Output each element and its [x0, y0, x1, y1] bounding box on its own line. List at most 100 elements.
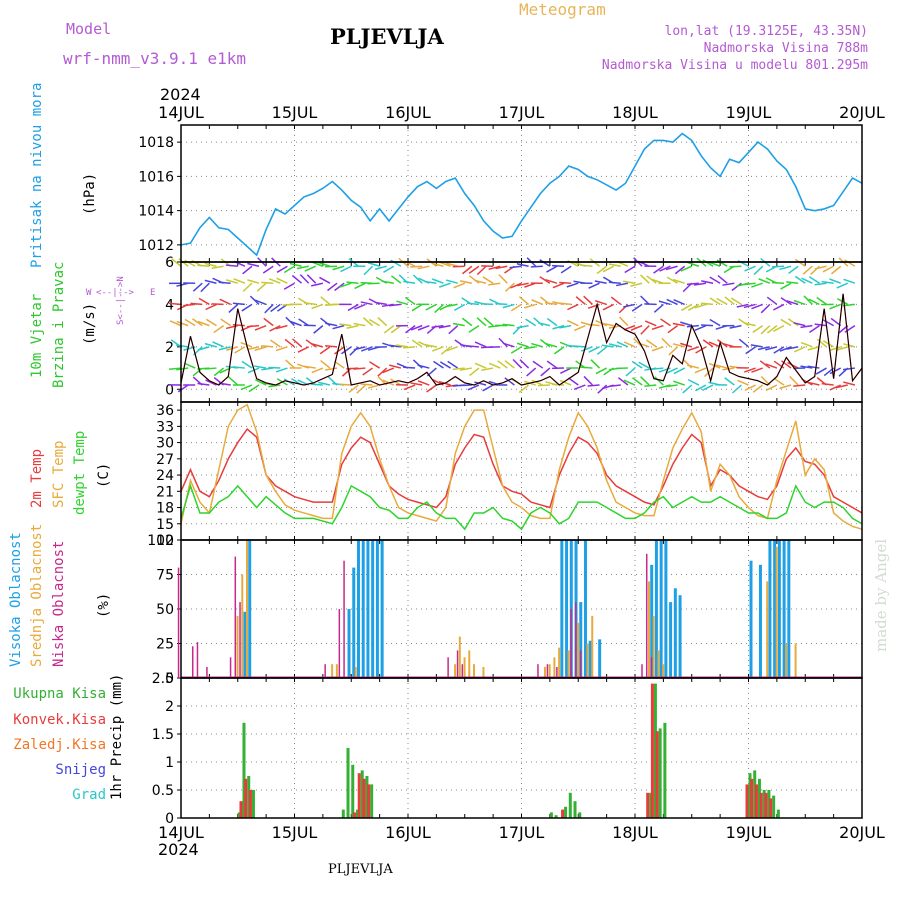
wind-arrow	[615, 282, 629, 287]
wind-arrow	[794, 275, 806, 284]
wind-arrow	[590, 359, 601, 369]
wind-arrow	[687, 364, 700, 369]
wind-arrow	[525, 318, 537, 327]
precip-conv-bar	[764, 792, 768, 818]
wind-arrow	[523, 303, 536, 309]
wind-arrow	[204, 279, 217, 284]
panel-4-frame	[180, 677, 863, 819]
wind-arrow	[738, 318, 749, 327]
wind-arrow	[630, 282, 643, 287]
wind-arrow	[289, 262, 302, 267]
wind-arrow	[580, 346, 593, 352]
wind-arrow	[341, 346, 352, 355]
cloud-low-bar	[650, 657, 653, 678]
wind-arrow	[545, 342, 558, 348]
wind-arrow	[369, 361, 381, 369]
wind-arrow	[651, 324, 664, 331]
wind-arrow	[232, 323, 245, 327]
wind-arrow	[773, 346, 785, 354]
wind-arrow	[212, 341, 224, 348]
cloud-high-bar	[673, 588, 677, 678]
wind-arrow	[780, 282, 792, 290]
wind-arrow	[168, 367, 182, 370]
wind-arrow	[304, 265, 317, 272]
wind-arrow	[488, 362, 501, 369]
wind-arrow	[262, 265, 274, 274]
cloud-high-bar	[782, 540, 786, 678]
wind-arrow	[737, 379, 749, 386]
wind-arrow	[595, 367, 607, 375]
wind-arrow	[320, 359, 331, 369]
wind-arrow	[651, 367, 664, 371]
cloud-mid-bar	[766, 581, 769, 678]
cloud-low-bar	[239, 602, 241, 678]
wind-arrow	[177, 384, 189, 393]
wind-arrow	[744, 367, 756, 373]
y-tick-label: 1018	[138, 135, 174, 151]
wind-arrow	[325, 322, 338, 327]
wind-arrow	[560, 265, 572, 274]
wind-arrow	[284, 338, 295, 348]
y-tick-label: 27	[156, 452, 174, 468]
wind-arrow	[505, 282, 515, 292]
wind-arrow	[483, 317, 494, 327]
precip-total-bar	[549, 812, 553, 818]
wind-arrow	[658, 300, 671, 306]
precip-conv-bar	[769, 798, 773, 818]
wind-arrow	[381, 280, 394, 284]
cloud-low-bar	[645, 553, 648, 678]
y-tick-label: 6	[165, 255, 174, 271]
wind-arrow	[829, 367, 842, 375]
wind-arrow	[816, 338, 828, 348]
wind-arrow	[363, 265, 374, 276]
wind-arrow	[396, 344, 409, 348]
wind-arrow	[559, 281, 572, 284]
model-label: Model	[66, 20, 112, 38]
wind-arrow	[750, 344, 763, 348]
cloud-low-bar	[324, 664, 326, 678]
wind-arrow	[346, 324, 359, 329]
wind-arrow	[325, 265, 338, 268]
wind-arrow	[546, 360, 558, 369]
wind-arrow	[596, 265, 608, 275]
wind-arrow	[516, 263, 529, 267]
precip-total-bar	[776, 809, 780, 818]
wind-arrow	[303, 365, 316, 369]
precip-total-bar	[242, 722, 246, 818]
wind-arrow	[673, 380, 685, 386]
wind-arrow	[730, 297, 742, 306]
wind-arrow	[498, 274, 508, 284]
wind-arrow	[829, 384, 842, 391]
wind-arrow	[687, 378, 700, 386]
wind-arrow	[680, 342, 692, 348]
cloud-low-bar	[579, 650, 582, 678]
wind-arrow	[821, 382, 834, 386]
wind-arrow	[661, 337, 671, 348]
wind-arrow	[476, 265, 487, 276]
wind-arrow	[438, 324, 451, 329]
wind-arrow	[807, 365, 820, 369]
wind-arrow	[646, 339, 657, 348]
wind-arrow	[510, 346, 522, 354]
wind-arrow	[843, 381, 856, 386]
cloud-high-bar	[768, 540, 772, 678]
cloud-mid-bar	[241, 574, 244, 678]
wind-arrow	[787, 318, 799, 327]
precip-total-bar	[355, 809, 359, 818]
wind-arrow	[205, 303, 217, 311]
wind-arrow	[411, 303, 423, 312]
wind-arrow	[361, 346, 373, 352]
wind-arrow	[504, 377, 515, 386]
wind-arrow	[439, 361, 451, 369]
wind-arrow	[743, 303, 756, 309]
lonlat-label: lon,lat (19.3125E, 43.35N)	[664, 24, 869, 39]
wind-arrow	[254, 324, 267, 331]
wind-arrow	[640, 376, 650, 386]
wind-arrow	[686, 282, 699, 286]
wind-arrow	[545, 278, 558, 284]
wind-arrow	[425, 303, 437, 311]
wind-arrow	[567, 319, 579, 327]
cloud-mid-bar	[775, 546, 778, 678]
wind-arrow	[356, 384, 366, 394]
